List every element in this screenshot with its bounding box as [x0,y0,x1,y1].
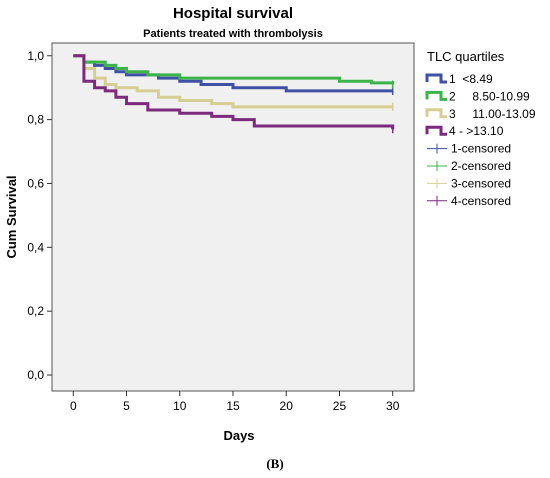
legend-label-4: 4 - >13.10 [449,124,504,138]
y-tick-label-3: 0,6 [27,176,44,190]
legend-label-1: 1 <8.49 [449,72,493,86]
legend-censor-label-2: 2-censored [451,159,511,173]
chart-subtitle: Patients treated with thrombolysis [143,28,323,40]
legend-title: TLC quartiles [427,49,505,64]
x-axis-label: Days [223,428,254,443]
legend-label-3: 3 11.00-13.09 [449,107,536,121]
y-tick-label-2: 0,4 [27,240,44,254]
series-line-2 [73,54,395,85]
axis-ticks: 0 5 10 15 20 25 30 0,0 0,2 0,4 0,6 0,8 1,0 [27,49,399,413]
x-tick-label-1: 5 [123,399,130,413]
panel-caption: (B) [266,456,283,471]
x-tick-label-0: 0 [70,399,77,413]
legend-swatch-2 [425,90,447,101]
legend-label-2: 2 8.50-10.99 [449,89,530,103]
legend-swatch-3 [425,108,447,119]
x-tick-label-6: 30 [386,399,400,413]
x-tick-label-2: 10 [173,399,187,413]
legend-censor-label-4: 4-censored [451,194,511,208]
legend-censor-label-1: 1-censored [451,142,511,156]
y-axis-label: Cum Survival [4,175,19,258]
legend-swatch-1 [425,73,447,84]
series-line-1 [73,54,393,93]
chart-title: Hospital survival [173,5,293,22]
legend-swatch-4 [425,125,447,136]
x-tick-label-3: 15 [226,399,240,413]
legend: 1 <8.49 2 8.50-10.99 3 11.00-13.09 4 - >13.… [425,72,536,208]
x-tick-label-5: 25 [333,399,347,413]
series-layer [73,54,395,134]
y-tick-label-5: 1,0 [27,49,44,63]
series-line-3 [73,54,393,109]
series-line-4 [73,54,395,130]
x-tick-label-4: 20 [280,399,294,413]
y-tick-label-1: 0,2 [27,304,44,318]
y-tick-label-0: 0,0 [27,368,44,382]
y-tick-label-4: 0,8 [27,113,44,127]
plot-area [51,42,415,392]
legend-censor-label-3: 3-censored [451,176,511,190]
